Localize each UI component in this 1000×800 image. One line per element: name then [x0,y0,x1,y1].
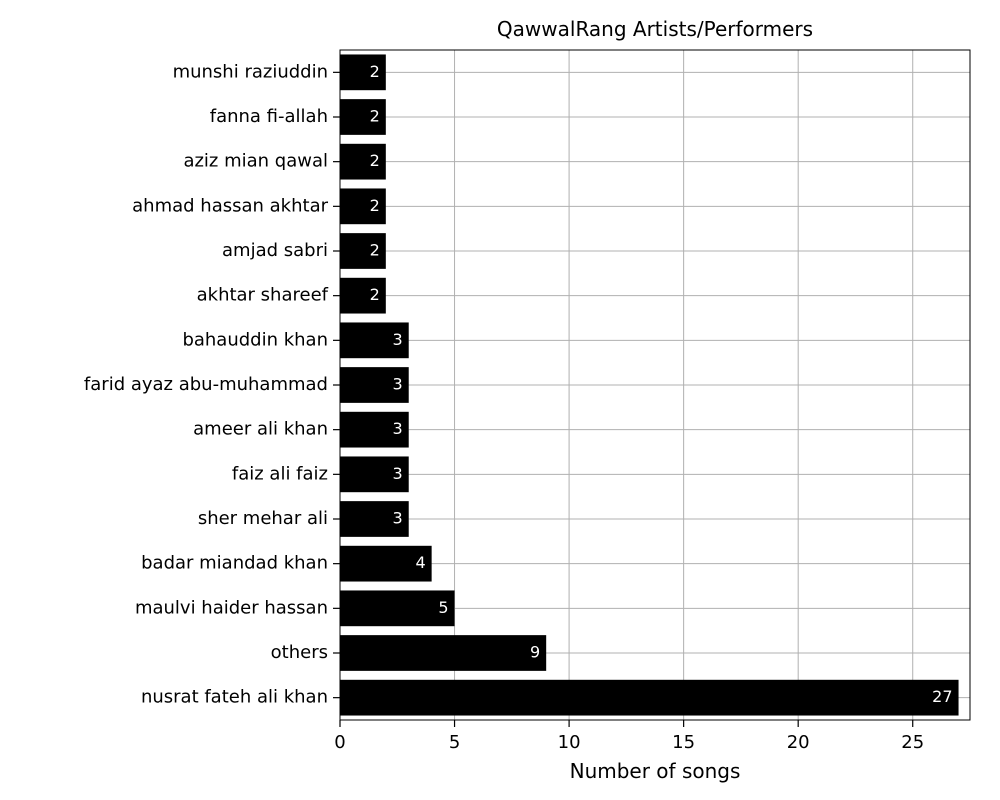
bar [340,680,959,716]
bar-value-label: 2 [370,241,380,260]
y-tick-label: sher mehar ali [198,508,328,529]
y-tick-label: nusrat fateh ali khan [141,687,328,708]
y-tick-label: ahmad hassan akhtar [132,195,328,216]
x-tick-label: 5 [449,732,460,753]
bar-value-label: 9 [530,643,540,662]
bar-value-label: 5 [438,598,448,617]
y-tick-label: fanna fi-allah [210,106,328,127]
x-tick-label: 10 [558,732,581,753]
bar-value-label: 3 [393,330,403,349]
bar-value-label: 2 [370,151,380,170]
bar-value-label: 2 [370,107,380,126]
y-tick-label: badar miandad khan [141,553,328,574]
bar-value-label: 2 [370,196,380,215]
x-tick-label: 0 [334,732,345,753]
x-tick-label: 25 [901,732,924,753]
bar-value-label: 3 [393,509,403,528]
y-tick-label: faiz ali faiz [232,463,328,484]
y-tick-label: ameer ali khan [193,419,328,440]
y-tick-label: akhtar shareef [197,285,329,306]
y-tick-label: munshi raziuddin [173,61,328,82]
y-tick-label: amjad sabri [222,240,328,261]
bar [340,635,546,671]
bar-value-label: 27 [932,687,952,706]
bar-chart: 0510152025nusrat fateh ali khan27others9… [0,0,1000,800]
bar-value-label: 3 [393,419,403,438]
bar-value-label: 3 [393,375,403,394]
bar-value-label: 2 [370,285,380,304]
chart-title: QawwalRang Artists/Performers [497,17,813,41]
x-tick-label: 15 [672,732,695,753]
y-tick-label: others [271,642,328,663]
x-axis-label: Number of songs [570,759,741,783]
y-tick-label: maulvi haider hassan [135,597,328,618]
chart-container: 0510152025nusrat fateh ali khan27others9… [0,0,1000,800]
y-tick-label: bahauddin khan [182,329,328,350]
bar-value-label: 4 [415,553,425,572]
bar-value-label: 2 [370,62,380,81]
x-tick-label: 20 [787,732,810,753]
y-tick-label: farid ayaz abu-muhammad [84,374,328,395]
bar-value-label: 3 [393,464,403,483]
y-tick-label: aziz mian qawal [183,151,328,172]
